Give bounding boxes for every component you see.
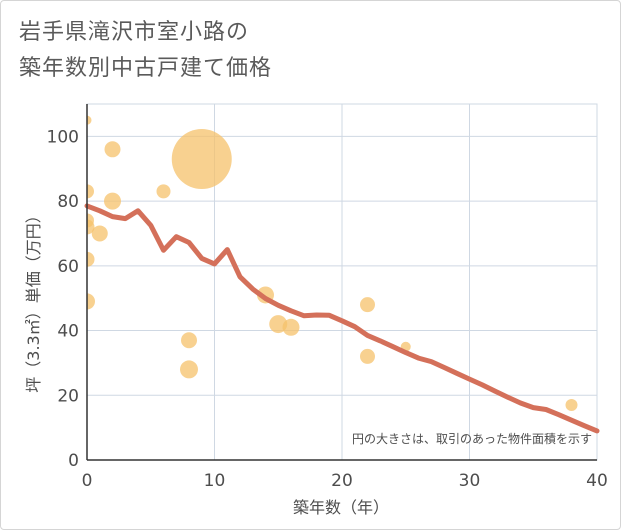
bubble-point <box>104 141 121 158</box>
bubble-point <box>180 360 198 379</box>
bubble-point <box>91 225 108 242</box>
bubble-layer <box>87 115 578 411</box>
bubble-point <box>87 293 95 310</box>
x-tick-label: 0 <box>82 471 93 491</box>
chart-title-line2: 築年数別中古戸建て価格 <box>19 56 273 81</box>
bubble-point <box>565 398 578 411</box>
y-tick-label: 40 <box>57 322 79 342</box>
x-tick-label: 30 <box>459 471 481 491</box>
bubble-point <box>87 251 95 267</box>
bubble-point <box>282 318 300 336</box>
bubble-point <box>104 192 121 210</box>
bubble-point <box>360 297 375 313</box>
bubble-point <box>87 184 94 199</box>
y-axis-label: 坪（3.3㎡）単価（万円） <box>24 207 43 392</box>
bubble-point <box>171 129 232 190</box>
chart-title-line1: 岩手県滝沢市室小路の <box>19 20 250 45</box>
trend-line-layer <box>84 203 600 434</box>
bubble-point <box>181 332 197 349</box>
size-note: 円の大きさは、取引のあった物件面積を示す <box>352 431 592 446</box>
trend-line <box>84 203 600 434</box>
y-tick-label: 60 <box>57 257 79 277</box>
bubble-point <box>360 348 375 364</box>
grid-lines <box>86 103 598 461</box>
bubble-point <box>87 115 92 125</box>
x-tick-label: 40 <box>586 471 608 491</box>
bubble-point <box>156 184 171 199</box>
x-tick-label: 20 <box>331 471 353 491</box>
y-tick-label: 0 <box>68 451 79 471</box>
x-axis-label: 築年数（年） <box>293 498 389 517</box>
y-tick-label: 100 <box>47 127 79 147</box>
chart-title: 岩手県滝沢市室小路の 築年数別中古戸建て価格 <box>19 15 272 87</box>
y-tick-label: 20 <box>57 386 79 406</box>
tick-labels: 0 10 20 30 40 0 20 40 60 80 100 <box>47 127 608 491</box>
axes <box>86 104 597 461</box>
y-tick-label: 80 <box>57 192 79 212</box>
x-tick-label: 10 <box>204 471 226 491</box>
